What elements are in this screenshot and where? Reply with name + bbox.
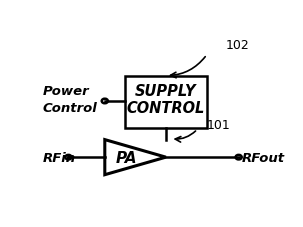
Text: Power: Power xyxy=(42,85,89,98)
Bar xyxy=(125,76,207,129)
Text: 102: 102 xyxy=(226,39,249,52)
Text: 101: 101 xyxy=(207,119,231,132)
Text: SUPPLY: SUPPLY xyxy=(135,84,197,99)
Text: Control: Control xyxy=(42,102,97,115)
Text: PA: PA xyxy=(115,150,137,165)
Text: RFout: RFout xyxy=(242,151,285,164)
Text: CONTROL: CONTROL xyxy=(127,101,205,116)
Polygon shape xyxy=(105,140,166,175)
Text: RFin: RFin xyxy=(42,151,76,164)
